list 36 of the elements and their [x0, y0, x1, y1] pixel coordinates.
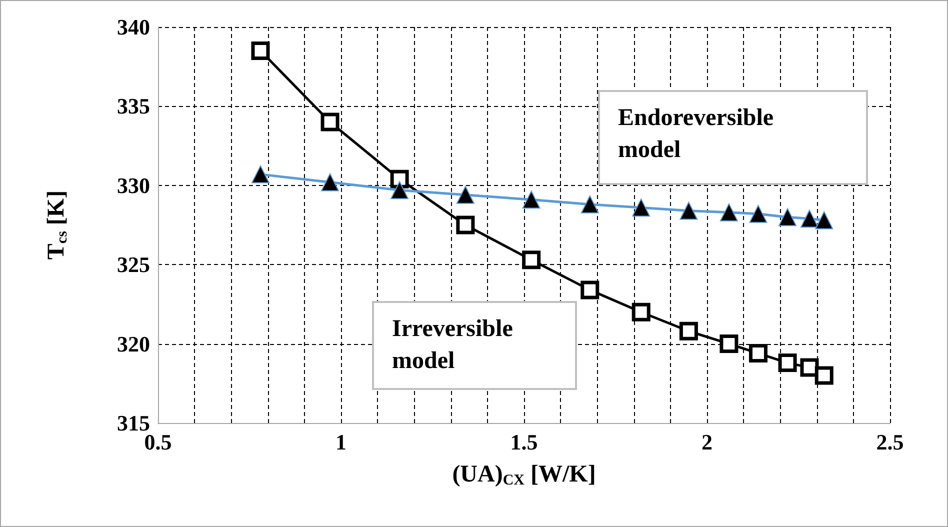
x-tick-label: 1.5 — [510, 430, 538, 454]
point — [320, 112, 340, 132]
point — [778, 354, 797, 372]
point — [390, 170, 409, 188]
y-tick-label: 330 — [117, 172, 150, 198]
point — [814, 366, 834, 385]
point — [800, 358, 819, 377]
point — [778, 208, 797, 226]
point — [800, 210, 818, 228]
point — [390, 181, 409, 200]
y-tick-label: 325 — [117, 252, 150, 278]
point — [522, 190, 540, 209]
point — [815, 211, 834, 230]
point — [251, 165, 270, 184]
x-tick-label: 2 — [702, 430, 712, 454]
point — [580, 280, 600, 300]
point — [321, 173, 340, 192]
point — [522, 250, 541, 270]
y-axis-title: Tcs [K] — [44, 190, 70, 260]
point — [720, 334, 738, 354]
point — [251, 42, 270, 60]
x-tick-label: 2.5 — [876, 430, 904, 454]
point — [456, 186, 474, 204]
point — [580, 195, 599, 214]
point — [456, 216, 475, 234]
x-tick-label: 1 — [336, 430, 346, 454]
y-tick-label: 340 — [117, 14, 150, 40]
y-tick-label: 320 — [117, 331, 150, 356]
point — [632, 302, 650, 322]
point — [720, 203, 738, 222]
point — [749, 204, 768, 223]
point — [632, 198, 650, 217]
y-tick-label: 335 — [117, 94, 150, 119]
point — [680, 202, 698, 220]
point — [748, 344, 768, 363]
point — [679, 322, 698, 340]
